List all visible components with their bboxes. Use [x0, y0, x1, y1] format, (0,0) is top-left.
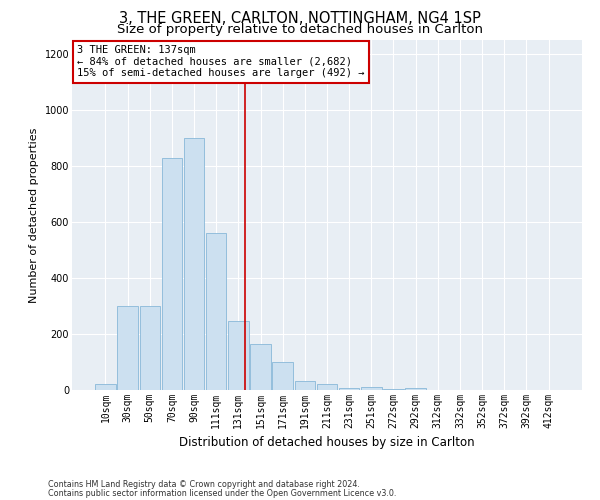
Bar — [140, 306, 160, 390]
Text: 3 THE GREEN: 137sqm
← 84% of detached houses are smaller (2,682)
15% of semi-det: 3 THE GREEN: 137sqm ← 84% of detached ho… — [77, 46, 365, 78]
Bar — [95, 384, 116, 390]
Bar — [184, 138, 204, 390]
Text: Contains HM Land Registry data © Crown copyright and database right 2024.: Contains HM Land Registry data © Crown c… — [48, 480, 360, 489]
Bar — [206, 233, 226, 390]
Bar — [161, 158, 182, 390]
Bar — [228, 322, 248, 390]
Bar — [118, 306, 138, 390]
Text: Contains public sector information licensed under the Open Government Licence v3: Contains public sector information licen… — [48, 489, 397, 498]
Y-axis label: Number of detached properties: Number of detached properties — [29, 128, 39, 302]
X-axis label: Distribution of detached houses by size in Carlton: Distribution of detached houses by size … — [179, 436, 475, 450]
Bar — [250, 344, 271, 390]
Bar — [406, 388, 426, 390]
Bar — [317, 384, 337, 390]
Bar — [295, 381, 315, 390]
Bar — [272, 362, 293, 390]
Bar — [361, 387, 382, 390]
Bar — [383, 388, 404, 390]
Text: Size of property relative to detached houses in Carlton: Size of property relative to detached ho… — [117, 22, 483, 36]
Text: 3, THE GREEN, CARLTON, NOTTINGHAM, NG4 1SP: 3, THE GREEN, CARLTON, NOTTINGHAM, NG4 1… — [119, 11, 481, 26]
Bar — [339, 388, 359, 390]
